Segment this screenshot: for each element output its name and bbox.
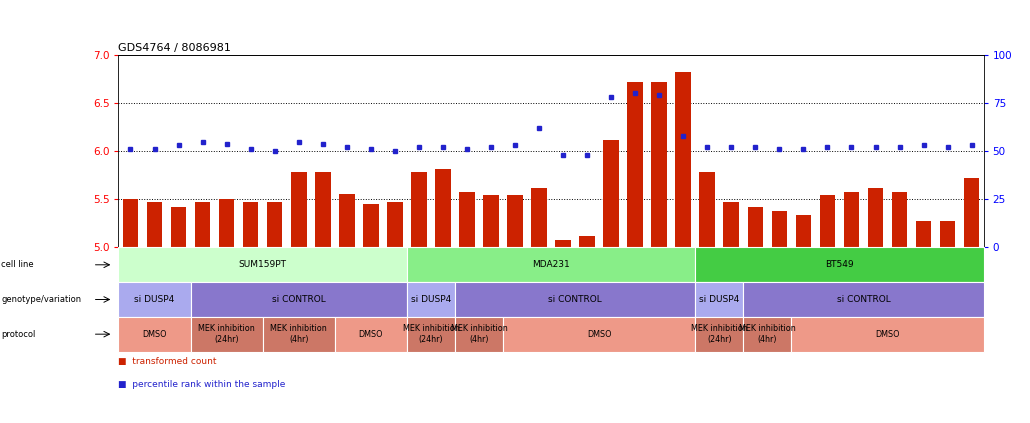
Text: si CONTROL: si CONTROL	[836, 295, 890, 304]
Bar	[723, 202, 740, 247]
Text: MEK inhibition
(4hr): MEK inhibition (4hr)	[270, 324, 328, 344]
Text: si DUSP4: si DUSP4	[411, 295, 451, 304]
Text: si DUSP4: si DUSP4	[134, 295, 175, 304]
Text: ■  transformed count: ■ transformed count	[118, 357, 217, 366]
Bar	[123, 199, 138, 247]
Bar	[483, 195, 499, 247]
Bar	[820, 195, 835, 247]
Bar	[290, 173, 307, 247]
Bar	[867, 188, 884, 247]
Text: DMSO: DMSO	[587, 330, 612, 339]
Text: si CONTROL: si CONTROL	[272, 295, 325, 304]
Text: DMSO: DMSO	[876, 330, 900, 339]
Bar	[218, 199, 235, 247]
Bar	[171, 207, 186, 247]
Bar	[267, 202, 282, 247]
Bar	[627, 82, 643, 247]
Text: GDS4764 / 8086981: GDS4764 / 8086981	[118, 43, 232, 53]
Bar	[795, 215, 812, 247]
Bar	[939, 220, 956, 247]
Text: MEK inhibition
(24hr): MEK inhibition (24hr)	[403, 324, 459, 344]
Bar	[243, 202, 259, 247]
Bar	[676, 72, 691, 247]
Bar	[748, 207, 763, 247]
Bar	[651, 82, 667, 247]
Bar	[195, 202, 210, 247]
Bar	[507, 195, 523, 247]
Bar	[315, 173, 331, 247]
Bar	[435, 168, 451, 247]
Bar	[555, 240, 571, 247]
Text: cell line: cell line	[1, 260, 34, 269]
Bar	[604, 140, 619, 247]
Bar	[459, 192, 475, 247]
Text: ■  percentile rank within the sample: ■ percentile rank within the sample	[118, 380, 285, 389]
Bar	[579, 236, 595, 247]
Bar	[699, 173, 715, 247]
Text: protocol: protocol	[1, 330, 35, 339]
Bar	[146, 202, 163, 247]
Bar	[339, 194, 354, 247]
Bar	[531, 188, 547, 247]
Bar	[411, 173, 426, 247]
Text: MDA231: MDA231	[533, 260, 570, 269]
Text: MEK inhibition
(4hr): MEK inhibition (4hr)	[739, 324, 796, 344]
Bar	[363, 204, 379, 247]
Text: BT549: BT549	[825, 260, 854, 269]
Bar	[771, 211, 787, 247]
Text: DMSO: DMSO	[142, 330, 167, 339]
Text: DMSO: DMSO	[358, 330, 383, 339]
Bar	[916, 220, 931, 247]
Bar	[892, 192, 907, 247]
Text: si DUSP4: si DUSP4	[699, 295, 740, 304]
Text: MEK inhibition
(24hr): MEK inhibition (24hr)	[198, 324, 255, 344]
Bar	[387, 202, 403, 247]
Text: MEK inhibition
(4hr): MEK inhibition (4hr)	[450, 324, 508, 344]
Text: genotype/variation: genotype/variation	[1, 295, 81, 304]
Bar	[844, 192, 859, 247]
Text: SUM159PT: SUM159PT	[239, 260, 286, 269]
Bar	[964, 178, 980, 247]
Text: MEK inhibition
(24hr): MEK inhibition (24hr)	[691, 324, 748, 344]
Text: si CONTROL: si CONTROL	[548, 295, 602, 304]
